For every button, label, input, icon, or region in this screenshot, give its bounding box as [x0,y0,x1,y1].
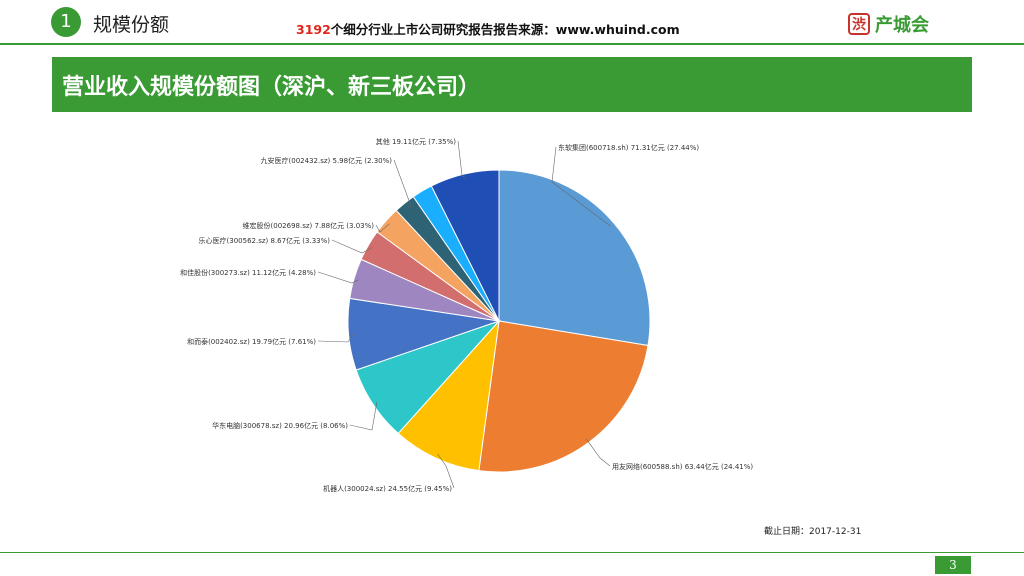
brand-logo: 渋 产城会 [848,10,929,38]
leader-line [457,140,466,179]
leader-line [317,271,359,284]
chart-heading: 营业收入规模份额图（深沪、新三板公司） [62,75,481,100]
cutoff-date-note: 截止日期：2017-12-31 [764,527,862,537]
section-number-badge: 1 [51,7,81,37]
slice-label: 东软集团(600718.sh) 71.31亿元 (27.44%) [558,143,699,152]
source-text: 个细分行业上市公司研究报告报告来源：www.whuind.com [330,22,680,37]
leader-line [393,159,412,207]
pie-slice [498,169,651,347]
pie-slice [478,320,649,473]
slice-label: 维宏股份(002698.sz) 7.88亿元 (3.03%) [243,221,375,230]
logo-seal-icon: 渋 [848,13,870,35]
pie-slice [397,319,500,472]
section-title: 规模份额 [93,14,170,36]
footer-divider [0,552,1024,553]
slice-label: 乐心医疗(300562.sz) 8.67亿元 (3.33%) [199,236,331,245]
pie-slice [430,169,500,322]
slice-label: 华东电脑(300678.sz) 20.96亿元 (8.06%) [212,421,348,430]
industry-count: 3192 [296,22,331,37]
leader-line [349,401,378,431]
leader-line [585,438,611,467]
leader-line [375,223,390,233]
leader-line [437,453,455,489]
leader-line [317,334,354,343]
title-banner: 营业收入规模份额图（深沪、新三板公司） [52,57,972,112]
slice-label: 九安医疗(002432.sz) 5.98亿元 (2.30%) [261,156,393,165]
slice-label: 其他 19.11亿元 (7.35%) [376,137,456,146]
slice-label: 机器人(300024.sz) 24.55亿元 (9.45%) [323,484,452,493]
leader-line [331,239,373,254]
logo-text: 产城会 [875,15,929,36]
slice-label: 和佳股份(300273.sz) 11.12亿元 (4.28%) [180,268,316,277]
report-source-line: 3192个细分行业上市公司研究报告报告来源：www.whuind.com [296,19,680,38]
slice-label: 用友网络(600588.sh) 63.44亿元 (24.41%) [612,462,753,471]
header-divider [0,43,1024,45]
slice-label: 和而泰(002402.sz) 19.79亿元 (7.61%) [187,337,316,346]
page-number: 3 [935,556,971,574]
leader-line [551,146,611,227]
